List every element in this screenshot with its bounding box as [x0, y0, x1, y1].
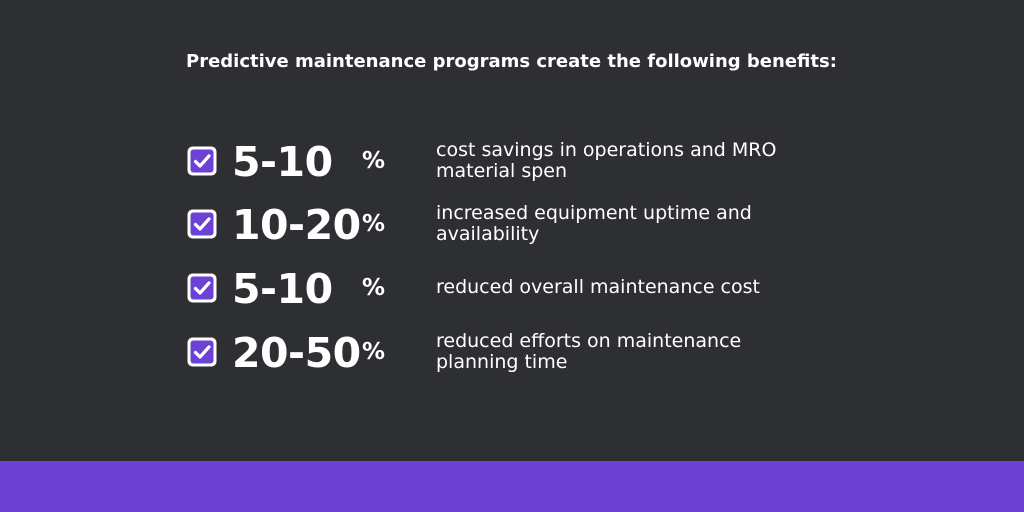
benefit-row: 5-10 % cost savings in operations and MR…: [0, 130, 1024, 194]
benefit-description-line-1: increased equipment uptime and: [436, 202, 752, 224]
benefit-description-line-1: reduced efforts on maintenance: [436, 330, 742, 352]
benefit-row: 20-50 % reduced efforts on maintenance p…: [0, 321, 1024, 385]
benefit-description-line-1: cost savings in operations and MRO: [436, 139, 777, 161]
checkbox-checked-icon: [186, 208, 218, 240]
percent-sign: %: [362, 275, 386, 301]
benefit-range: 10-20: [232, 201, 361, 249]
checkbox-checked-icon: [186, 272, 218, 304]
accent-band: [0, 461, 1024, 512]
benefit-row: 10-20 % increased equipment uptime and a…: [0, 193, 1024, 257]
benefit-description-line-1: reduced overall maintenance cost: [436, 276, 760, 298]
page-heading: Predictive maintenance programs create t…: [186, 51, 837, 72]
benefit-range: 5-10: [232, 138, 333, 186]
benefit-range: 20-50: [232, 329, 361, 377]
percent-sign: %: [362, 339, 386, 365]
benefit-range: 5-10: [232, 265, 333, 313]
percent-sign: %: [362, 148, 386, 174]
benefit-description-line-2: planning time: [436, 351, 568, 373]
benefit-description-line-2: material spen: [436, 160, 568, 182]
checkbox-checked-icon: [186, 336, 218, 368]
benefit-row: 5-10 % reduced overall maintenance cost: [0, 257, 1024, 321]
benefit-description-line-2: availability: [436, 223, 540, 245]
checkbox-checked-icon: [186, 145, 218, 177]
percent-sign: %: [362, 211, 386, 237]
